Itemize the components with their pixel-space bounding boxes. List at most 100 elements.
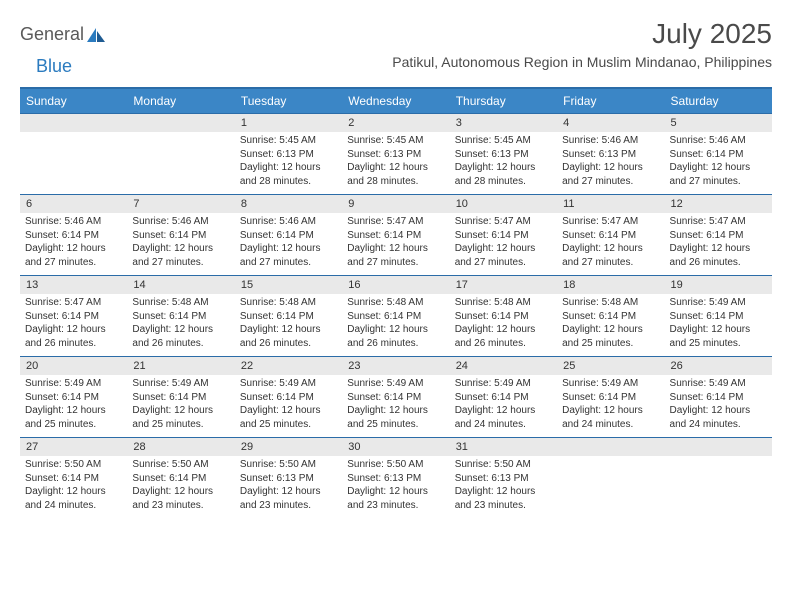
calendar-body: 1 Sunrise: 5:45 AM Sunset: 6:13 PM Daylight… [20,113,772,518]
day-number: 1 [235,114,342,132]
sunrise-text: Sunrise: 5:47 AM [670,216,746,227]
sunset-text: Sunset: 6:14 PM [562,392,636,403]
sunrise-text: Sunrise: 5:49 AM [670,297,746,308]
day-body: Sunrise: 5:48 AMSunset: 6:14 PMDaylight:… [235,294,342,356]
day-number: 27 [20,438,127,456]
sunrise-text: Sunrise: 5:49 AM [670,378,746,389]
sunrise-text: Sunrise: 5:48 AM [562,297,638,308]
daylight-text: Daylight: 12 hours and 24 minutes. [455,405,536,430]
sunset-text: Sunset: 6:14 PM [25,311,99,322]
sunset-text: Sunset: 6:13 PM [240,149,314,160]
sunset-text: Sunset: 6:14 PM [25,230,99,241]
daylight-text: Daylight: 12 hours and 25 minutes. [240,405,321,430]
sunset-text: Sunset: 6:14 PM [240,392,314,403]
daylight-text: Daylight: 12 hours and 27 minutes. [347,243,428,268]
daylight-text: Daylight: 12 hours and 23 minutes. [455,486,536,511]
calendar-day-cell: 14Sunrise: 5:48 AMSunset: 6:14 PMDayligh… [127,276,234,356]
sunrise-text: Sunrise: 5:47 AM [347,216,423,227]
day-body [127,132,234,192]
sunset-text: Sunset: 6:14 PM [347,311,421,322]
day-body: Sunrise: 5:49 AMSunset: 6:14 PMDaylight:… [342,375,449,437]
calendar-week-row: 1 Sunrise: 5:45 AM Sunset: 6:13 PM Daylight… [20,113,772,194]
sunrise-text: Sunrise: 5:46 AM [240,216,316,227]
calendar-day-cell: 20Sunrise: 5:49 AMSunset: 6:14 PMDayligh… [20,357,127,437]
sunset-text: Sunset: 6:14 PM [562,230,636,241]
calendar-day-cell: 19Sunrise: 5:49 AMSunset: 6:14 PMDayligh… [665,276,772,356]
day-number: 4 [557,114,664,132]
daylight-text: Daylight: 12 hours and 25 minutes. [25,405,106,430]
day-body: Sunrise: 5:46 AMSunset: 6:14 PMDaylight:… [235,213,342,275]
day-number: 6 [20,195,127,213]
calendar-day-cell: 1Sunrise: 5:45 AMSunset: 6:13 PMDaylight… [235,114,342,194]
day-number: 25 [557,357,664,375]
sunset-text: Sunset: 6:13 PM [455,149,529,160]
calendar-day-cell: 16Sunrise: 5:48 AMSunset: 6:14 PMDayligh… [342,276,449,356]
daylight-text: Daylight: 12 hours and 27 minutes. [240,243,321,268]
day-number: 17 [450,276,557,294]
day-number: 3 [450,114,557,132]
day-body: Sunrise: 5:48 AMSunset: 6:14 PMDaylight:… [342,294,449,356]
calendar-day-cell: 24Sunrise: 5:49 AMSunset: 6:14 PMDayligh… [450,357,557,437]
daylight-text: Daylight: 12 hours and 26 minutes. [240,324,321,349]
sunrise-text: Sunrise: 5:49 AM [455,378,531,389]
day-body: Sunrise: 5:47 AMSunset: 6:14 PMDaylight:… [342,213,449,275]
calendar-day-cell: 11Sunrise: 5:47 AMSunset: 6:14 PMDayligh… [557,195,664,275]
sunrise-text: Sunrise: 5:46 AM [132,216,208,227]
sunset-text: Sunset: 6:13 PM [347,473,421,484]
sunset-text: Sunset: 6:14 PM [670,149,744,160]
day-number: 30 [342,438,449,456]
calendar-day-cell: 26Sunrise: 5:49 AMSunset: 6:14 PMDayligh… [665,357,772,437]
day-number: 16 [342,276,449,294]
calendar-day-cell: 8Sunrise: 5:46 AMSunset: 6:14 PMDaylight… [235,195,342,275]
day-number: 8 [235,195,342,213]
day-body: Sunrise: 5:49 AM Sunset: 6:14 PM Daylight:… [665,294,772,356]
calendar-day-cell: 22Sunrise: 5:49 AMSunset: 6:14 PMDayligh… [235,357,342,437]
day-body: Sunrise: 5:46 AMSunset: 6:14 PMDaylight:… [20,213,127,275]
weekday-header: Tuesday [235,89,342,113]
daylight-text: Daylight: 12 hours and 24 minutes. [562,405,643,430]
daylight-text: Daylight: 12 hours and 23 minutes. [240,486,321,511]
logo-word1: General [20,24,84,45]
sunrise-text: Sunrise: 5:45 AM [455,135,531,146]
weekday-header: Saturday [665,89,772,113]
sunrise-text: Sunrise: 5:49 AM [132,378,208,389]
calendar-day-cell: 18Sunrise: 5:48 AMSunset: 6:14 PMDayligh… [557,276,664,356]
calendar-day-cell: 7Sunrise: 5:46 AMSunset: 6:14 PMDaylight… [127,195,234,275]
day-number: 21 [127,357,234,375]
calendar-day-cell [665,438,772,518]
day-number: 18 [557,276,664,294]
sunset-text: Sunset: 6:14 PM [670,311,744,322]
calendar-day-cell: 12Sunrise: 5:47 AMSunset: 6:14 PMDayligh… [665,195,772,275]
day-number: 23 [342,357,449,375]
weekday-header: Sunday [20,89,127,113]
sunset-text: Sunset: 6:14 PM [132,473,206,484]
calendar-day-cell: 5Sunrise: 5:46 AMSunset: 6:14 PMDaylight… [665,114,772,194]
calendar-day-cell: 30Sunrise: 5:50 AMSunset: 6:13 PMDayligh… [342,438,449,518]
daylight-text: Daylight: 12 hours and 25 minutes. [132,405,213,430]
day-body: Sunrise: 5:49 AMSunset: 6:14 PMDaylight:… [665,375,772,437]
calendar: SundayMondayTuesdayWednesdayThursdayFrid… [20,87,772,518]
daylight-text: Daylight: 12 hours and 27 minutes. [455,243,536,268]
sunrise-text: Sunrise: 5:47 AM [455,216,531,227]
day-number: 29 [235,438,342,456]
day-body: Sunrise: 5:50 AMSunset: 6:14 PMDaylight:… [127,456,234,518]
sunrise-text: Sunrise: 5:48 AM [455,297,531,308]
sunrise-text: Sunrise: 5:49 AM [25,378,101,389]
calendar-day-cell: 23Sunrise: 5:49 AMSunset: 6:14 PMDayligh… [342,357,449,437]
day-body: Sunrise: 5:49 AMSunset: 6:14 PMDaylight:… [20,375,127,437]
calendar-header-row: SundayMondayTuesdayWednesdayThursdayFrid… [20,87,772,113]
sunrise-text: Sunrise: 5:50 AM [347,459,423,470]
sunset-text: Sunset: 6:14 PM [562,311,636,322]
day-number: 24 [450,357,557,375]
logo-word2: Blue [36,56,72,77]
daylight-text: Daylight: 12 hours and 25 minutes. [670,324,751,349]
daylight-text: Daylight: 12 hours and 26 minutes. [670,243,751,268]
calendar-day-cell [20,114,127,194]
calendar-day-cell: 4Sunrise: 5:46 AMSunset: 6:13 PMDaylight… [557,114,664,194]
sunset-text: Sunset: 6:13 PM [562,149,636,160]
calendar-day-cell: 17Sunrise: 5:48 AMSunset: 6:14 PMDayligh… [450,276,557,356]
day-body: Sunrise: 5:48 AMSunset: 6:14 PMDaylight:… [127,294,234,356]
day-body [665,456,772,516]
daylight-text: Daylight: 12 hours and 28 minutes. [455,162,536,187]
sunrise-text: Sunrise: 5:49 AM [562,378,638,389]
